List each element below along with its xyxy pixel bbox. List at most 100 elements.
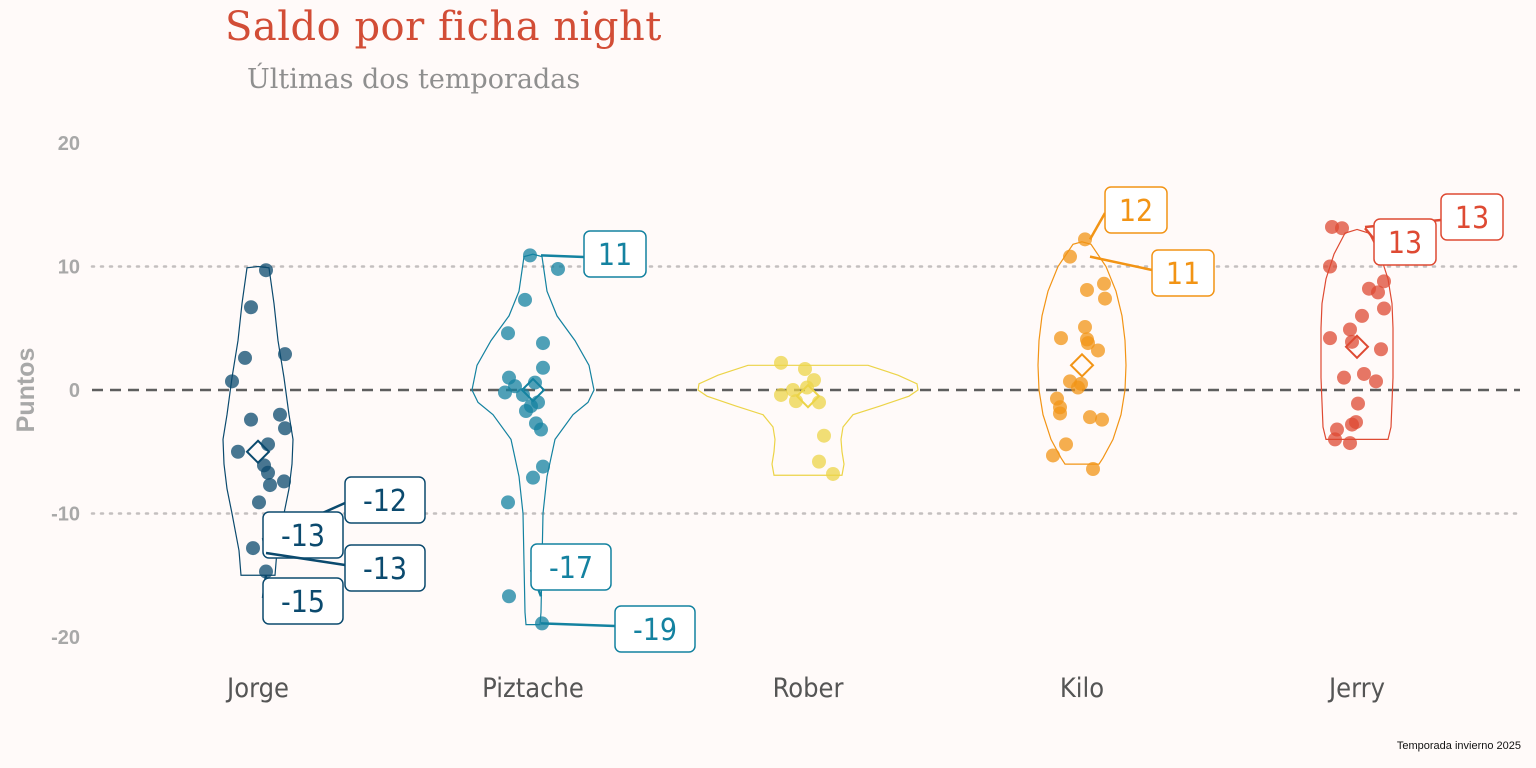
label-box: [1104, 186, 1168, 234]
grid-lines: [90, 265, 1522, 515]
data-point: [244, 300, 258, 315]
point-label: 13: [1388, 226, 1422, 261]
data-point: [1323, 259, 1337, 274]
data-point: [519, 403, 533, 418]
data-point: [1078, 232, 1092, 247]
data-point: [1371, 285, 1385, 300]
data-point: [502, 589, 516, 604]
data-point: [1377, 274, 1391, 289]
violin-piztache: [471, 253, 595, 626]
data-point: [1063, 249, 1077, 264]
data-point: [1054, 331, 1068, 346]
data-point: [1046, 448, 1060, 463]
y-tick-label: 0: [69, 380, 80, 402]
data-point: [523, 248, 537, 263]
data-point: [244, 412, 258, 427]
data-point: [1097, 276, 1111, 291]
data-point: [536, 336, 550, 351]
data-point: [1355, 308, 1369, 323]
data-point: [261, 465, 275, 480]
data-point: [225, 374, 239, 389]
point-label: 12: [1119, 194, 1153, 229]
label-box: [344, 476, 426, 524]
data-point: [812, 454, 826, 469]
x-tick-label: Jerry: [1327, 673, 1385, 704]
y-tick-label: 10: [58, 257, 80, 279]
label-connector: [1088, 212, 1107, 240]
data-point: [498, 385, 512, 400]
data-point: [501, 495, 515, 510]
data-point: [1078, 320, 1092, 335]
data-point: [1374, 342, 1388, 357]
data-point: [1095, 412, 1109, 427]
data-point: [1343, 436, 1357, 451]
data-point: [1345, 417, 1359, 432]
violins: [222, 228, 1394, 626]
chart-caption: Temporada invierno 2025: [1396, 740, 1521, 752]
data-point: [1343, 322, 1357, 337]
data-point: [1328, 432, 1342, 447]
data-point: [1080, 282, 1094, 297]
y-axis: 20 10 0 -10 -20 Puntos: [12, 133, 80, 649]
data-point: [534, 422, 548, 437]
y-tick-label: -20: [51, 627, 80, 649]
point-label: -17: [549, 551, 593, 586]
violin-jerry: [1320, 228, 1394, 440]
data-point: [817, 428, 831, 443]
data-point: [231, 444, 245, 459]
point-label: -15: [281, 585, 325, 620]
label-connector: [1089, 255, 1153, 272]
x-axis: Jorge Piztache Rober Kilo Jerry: [225, 673, 1385, 704]
data-point: [536, 360, 550, 375]
data-point: [261, 437, 275, 452]
data-point: [1369, 374, 1383, 389]
data-point: [501, 326, 515, 341]
data-point: [1053, 406, 1067, 421]
data-point: [551, 261, 565, 276]
data-point: [1086, 462, 1100, 477]
violin-kilo: [1037, 241, 1127, 465]
point-label: -13: [363, 552, 407, 587]
x-tick-label: Jorge: [225, 673, 289, 704]
data-point: [273, 407, 287, 422]
data-point: [1059, 437, 1073, 452]
data-point: [246, 541, 260, 556]
label-box: [530, 543, 612, 591]
label-connector: [540, 622, 616, 628]
label-box: [344, 544, 426, 592]
chart-subtitle: Últimas dos temporadas: [247, 64, 581, 95]
x-tick-label: Rober: [773, 673, 844, 704]
violin-rober: [697, 364, 919, 476]
data-point: [278, 347, 292, 362]
data-point: [774, 355, 788, 370]
y-tick-label: 20: [58, 133, 80, 155]
data-point: [259, 263, 273, 278]
mean-marker: [520, 377, 546, 403]
data-point: [1323, 331, 1337, 346]
label-box: [583, 230, 647, 278]
data-point: [1098, 291, 1112, 306]
mean-marker: [795, 383, 821, 409]
chart-title: Saldo por ficha night: [225, 4, 662, 50]
data-point: [1351, 396, 1365, 411]
data-point: [786, 383, 800, 397]
data-point: [526, 470, 540, 485]
label-connector: [540, 254, 585, 259]
data-point: [826, 466, 840, 481]
point-label: 11: [598, 238, 632, 273]
label-box: [262, 577, 344, 625]
data-point: [536, 459, 550, 474]
mean-marker: [1344, 334, 1370, 360]
data-point: [278, 421, 292, 436]
data-point: [1357, 366, 1371, 381]
label-box: [614, 605, 696, 653]
data-point: [252, 495, 266, 510]
data-point: [518, 292, 532, 307]
data-point: [263, 478, 277, 493]
label-box: [1151, 249, 1215, 297]
point-labels: -12 -13 -13 -15 11 -17 -19 12 11 13 13: [261, 186, 1504, 653]
y-axis-label: Puntos: [12, 348, 40, 433]
data-point: [1071, 380, 1085, 395]
data-point: [277, 474, 291, 489]
